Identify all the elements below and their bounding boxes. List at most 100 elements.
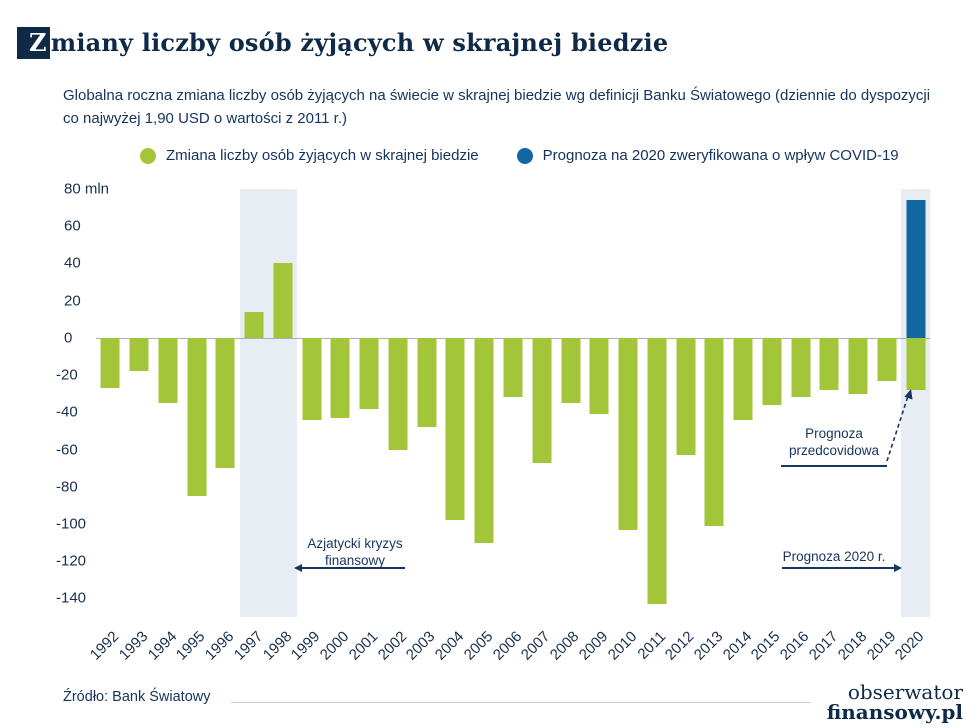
x-tick-label: 2012 <box>661 628 698 664</box>
title-accent-square <box>17 27 50 59</box>
bar-2020-covid-forecast <box>906 200 926 338</box>
x-tick-label: 1995 <box>173 628 209 664</box>
annotation-asian-crisis: Azjatycki kryzys finansowy <box>307 536 403 568</box>
annotation-precovid-forecast: Prognoza przedcovidowa <box>781 426 887 467</box>
x-tick-label: 1994 <box>144 628 180 664</box>
legend-dot-blue-icon <box>516 147 533 164</box>
y-axis-labels: 80 mln 60 40 20 0 -20 -40 -60 -80 -100 -120 -140 <box>56 181 109 617</box>
bar-1999 <box>302 337 322 420</box>
bar-2015 <box>762 337 782 405</box>
bar-2009 <box>589 337 609 415</box>
x-tick-label: 2018 <box>834 628 871 664</box>
arrow-head-left-icon <box>294 564 302 572</box>
x-tick-label: 2011 <box>633 628 669 663</box>
bar-2018 <box>848 337 868 394</box>
y-tick-label: 40 <box>64 254 81 272</box>
bar-2003 <box>417 337 437 428</box>
bar-2008 <box>561 337 581 403</box>
bar-1998 <box>273 263 293 338</box>
x-tick-label: 2007 <box>518 628 554 664</box>
bar-2013 <box>704 337 724 526</box>
legend-dot-green-icon <box>140 147 156 164</box>
plot-area <box>96 189 930 617</box>
logo-line1: obserwator <box>847 680 963 704</box>
x-tick-label: 2010 <box>604 628 641 664</box>
bar-1997 <box>244 311 264 338</box>
x-tick-label: 2008 <box>546 628 583 664</box>
x-tick-label: 1997 <box>230 628 267 664</box>
x-tick-label: 1992 <box>86 628 123 664</box>
bar-2000 <box>330 337 350 418</box>
x-tick-label: 2009 <box>575 628 612 664</box>
bar-2020 <box>906 337 926 390</box>
annotation-forecast-2020: Prognoza 2020 r. <box>782 549 886 564</box>
x-tick-label: 2014 <box>719 628 756 664</box>
logo-obserwator-finansowy: obserwator finansowy.pl <box>827 682 963 722</box>
legend-item-covid-forecast: Prognoza na 2020 zweryfikowana o wpływ C… <box>516 147 899 164</box>
legend: Zmiana liczby osób żyjących w skrajnej b… <box>140 147 899 164</box>
y-tick-label: -120 <box>56 552 87 570</box>
legend-label-change: Zmiana liczby osób żyjących w skrajnej b… <box>166 147 479 164</box>
bar-1993 <box>129 337 149 372</box>
asian-crisis-arrow <box>294 564 405 572</box>
bar-2006 <box>503 337 523 398</box>
bar-2019 <box>877 337 897 381</box>
y-tick-label: -140 <box>56 589 87 607</box>
title-rest: miany liczby osób żyjących w skrajnej bi… <box>50 28 669 57</box>
y-tick-label: -40 <box>56 403 78 421</box>
bar-2007 <box>532 337 552 463</box>
bar-2017 <box>819 337 839 390</box>
forecast-2020-arrow <box>782 564 902 572</box>
bar-2014 <box>733 337 753 420</box>
y-tick-label: -100 <box>56 515 87 533</box>
x-tick-label: 1996 <box>201 628 238 664</box>
x-tick-label: 2020 <box>892 628 928 664</box>
bar-1996 <box>215 337 235 469</box>
bar-2001 <box>359 337 379 409</box>
bar-2012 <box>676 337 696 456</box>
chart-subtitle: Globalna roczna zmiana liczby osób żyjąc… <box>63 87 931 127</box>
bar-2016 <box>791 337 811 398</box>
bar-2004 <box>445 337 465 521</box>
arrow-head-right-icon <box>894 564 902 572</box>
x-tick-label: 2000 <box>316 628 353 664</box>
x-tick-label: 2016 <box>776 628 813 664</box>
bar-2002 <box>388 337 408 450</box>
y-tick-label: 60 <box>64 217 81 235</box>
x-tick-label: 2001 <box>345 628 382 664</box>
y-tick-label: 20 <box>64 292 81 310</box>
footer-divider <box>231 702 811 703</box>
x-tick-label: 2015 <box>748 628 784 664</box>
x-tick-label: 2003 <box>403 628 439 664</box>
x-tick-label: 2013 <box>690 628 727 664</box>
legend-item-change: Zmiana liczby osób żyjących w skrajnej b… <box>140 147 479 164</box>
legend-label-covid-forecast: Prognoza na 2020 zweryfikowana o wpływ C… <box>542 147 899 164</box>
x-tick-label: 2004 <box>431 628 468 664</box>
y-tick-label: 0 <box>64 329 73 347</box>
y-tick-label: 80 mln <box>64 180 110 198</box>
bar-2010 <box>618 337 638 530</box>
bar-2011 <box>647 337 667 604</box>
y-tick-label: -60 <box>56 441 78 459</box>
bar-1994 <box>158 337 178 403</box>
x-tick-label: 2017 <box>805 628 842 664</box>
y-tick-label: -20 <box>56 366 78 384</box>
y-tick-label: -80 <box>56 478 78 496</box>
x-tick-label: 2006 <box>489 628 526 664</box>
bar-1992 <box>100 337 120 389</box>
precovid-dashed-connector-icon <box>886 389 913 462</box>
x-tick-label: 2005 <box>460 628 497 664</box>
x-tick-label: 1998 <box>259 628 295 664</box>
title-first-letter: Z <box>29 28 47 57</box>
x-tick-label: 2019 <box>863 628 899 664</box>
x-tick-label: 2002 <box>374 628 410 664</box>
x-tick-label: 1993 <box>115 628 152 664</box>
logo-line2: finansowy.pl <box>826 700 963 724</box>
bar-2005 <box>474 337 494 543</box>
x-axis-labels: 1992 1993 1994 1995 1996 1997 1998 1999 2000 2001… <box>87 620 930 682</box>
x-tick-label: 1999 <box>288 628 324 664</box>
source-label: Źródło: Bank Światowy <box>63 689 211 705</box>
highlight-band-1997 <box>239 189 298 617</box>
